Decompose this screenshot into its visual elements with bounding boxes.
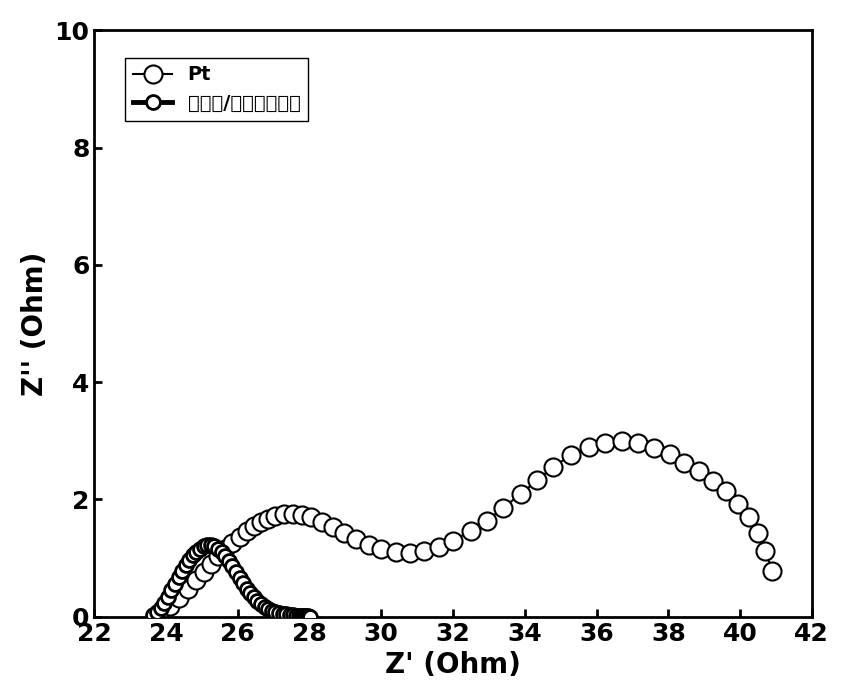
磷化鉤/氮掺杂多孔碗 [149,611,159,620]
磷化鉤/氮掺杂多孔碗 [209,542,219,551]
Pt [448,536,458,545]
磷化鉤/氮掺杂多孔碗 [274,609,284,617]
Pt [264,514,274,523]
磷化鉤/氮掺杂多孔碗 [202,541,212,550]
磷化鉤/氮掺杂多孔碗 [259,603,269,611]
磷化鉤/氮掺杂多孔碗 [159,598,169,607]
磷化鉤/氮掺杂多孔碗 [300,612,310,620]
磷化鉤/氮掺杂多孔碗 [264,605,274,613]
磷化鉤/氮掺杂多孔碗 [224,556,234,565]
磷化鉤/氮掺杂多孔碗 [285,611,295,620]
Pt [632,439,643,447]
磷化鉤/氮掺杂多孔碗 [303,612,314,621]
磷化鉤/氮掺杂多孔碗 [156,604,166,612]
磷化鉤/氮掺杂多孔碗 [288,611,298,620]
磷化鉤/氮掺杂多孔碗 [293,612,303,620]
磷化鉤/氮掺杂多孔碗 [270,608,280,616]
磷化鉤/氮掺杂多孔碗 [303,612,313,621]
磷化鉤/氮掺杂多孔碗 [173,573,184,582]
磷化鉤/氮掺杂多孔碗 [241,584,252,593]
磷化鉤/氮掺杂多孔碗 [252,596,263,605]
磷化鉤/氮掺杂多孔碗 [184,556,195,564]
磷化鉤/氮掺杂多孔碗 [195,545,205,553]
磷化鉤/氮掺杂多孔碗 [162,593,173,601]
磷化鉤/氮掺杂多孔碗 [167,586,177,594]
Pt [154,610,164,618]
磷化鉤/氮掺杂多孔碗 [188,551,198,559]
磷化鉤/氮掺杂多孔碗 [238,579,248,587]
磷化鉤/氮掺杂多孔碗 [152,608,162,616]
Pt [498,503,508,512]
Line: Pt: Pt [150,433,781,623]
X-axis label: Z' (Ohm): Z' (Ohm) [385,651,521,679]
磷化鉤/氮掺杂多孔碗 [235,574,245,582]
Pt [616,438,626,446]
Line: 磷化鉤/氮掺杂多孔碗: 磷化鉤/氮掺杂多孔碗 [146,538,316,624]
Pt [721,487,731,496]
磷化鉤/氮掺杂多孔碗 [298,612,309,620]
磷化鉤/氮掺杂多孔碗 [291,611,301,620]
磷化鉤/氮掺杂多孔碗 [277,610,287,618]
磷化鉤/氮掺杂多孔碗 [304,612,314,621]
磷化鉤/氮掺杂多孔碗 [227,562,237,570]
磷化鉤/氮掺杂多孔碗 [296,612,306,620]
磷化鉤/氮掺杂多孔碗 [249,593,259,601]
磷化鉤/氮掺杂多孔碗 [217,548,227,556]
磷化鉤/氮掺杂多孔碗 [281,610,292,619]
磷化鉤/氮掺杂多孔碗 [301,612,311,621]
磷化鉤/氮掺杂多孔碗 [177,567,187,575]
磷化鉤/氮掺杂多孔碗 [206,541,216,550]
磷化鉤/氮掺杂多孔碗 [267,607,277,615]
磷化鉤/氮掺杂多孔碗 [256,600,266,608]
Pt [768,567,778,575]
磷化鉤/氮掺杂多孔碗 [170,580,180,588]
磷化鉤/氮掺杂多孔碗 [181,561,191,569]
Y-axis label: Z'' (Ohm): Z'' (Ohm) [21,251,48,395]
磷化鉤/氮掺杂多孔碗 [191,547,201,556]
Pt [466,527,476,536]
磷化鉤/氮掺杂多孔碗 [231,568,241,576]
磷化鉤/氮掺杂多孔碗 [220,552,230,561]
Legend: Pt, 磷化鉤/氮掺杂多孔碗: Pt, 磷化鉤/氮掺杂多孔碗 [126,57,309,121]
磷化鉤/氮掺杂多孔碗 [199,542,209,551]
磷化鉤/氮掺杂多孔碗 [213,545,224,553]
磷化鉤/氮掺杂多孔碗 [245,589,255,598]
